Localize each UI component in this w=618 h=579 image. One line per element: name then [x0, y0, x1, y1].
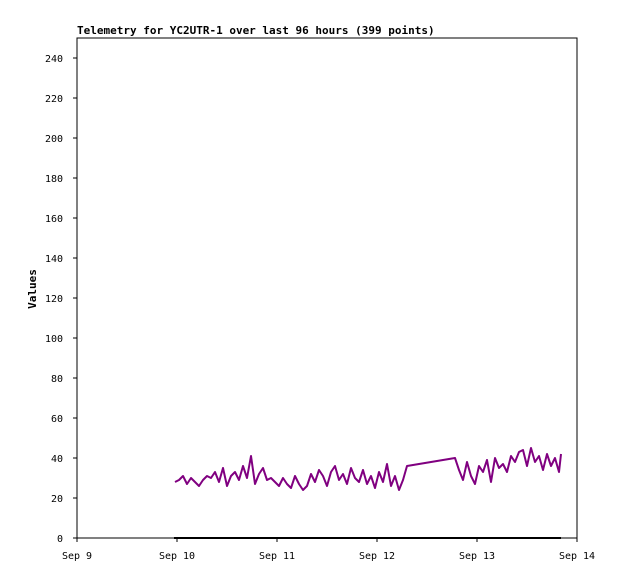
x-tick-label: Sep 10 — [159, 551, 195, 562]
y-tick-label: 20 — [51, 494, 63, 505]
y-axis: 0 20 40 60 80 100 120 140 160 180 200 220 240 — [45, 54, 77, 545]
x-tick-label: Sep 12 — [359, 551, 395, 562]
x-tick-label: Sep 14 — [559, 551, 595, 562]
x-tick-label: Sep 13 — [459, 551, 495, 562]
y-tick-label: 140 — [45, 254, 63, 265]
series-line-telemetry — [174, 447, 562, 491]
y-axis-label: Values — [26, 269, 39, 309]
plot-area — [174, 447, 562, 539]
y-tick-label: 240 — [45, 54, 63, 65]
y-tick-label: 160 — [45, 214, 63, 225]
y-tick-label: 0 — [57, 534, 63, 545]
y-tick-label: 120 — [45, 294, 63, 305]
y-tick-label: 80 — [51, 374, 63, 385]
y-tick-label: 40 — [51, 454, 63, 465]
x-axis: Sep 9 Sep 10 Sep 11 Sep 12 Sep 13 Sep 14 — [62, 538, 595, 562]
y-tick-label: 220 — [45, 94, 63, 105]
y-tick-label: 60 — [51, 414, 63, 425]
x-tick-label: Sep 11 — [259, 551, 295, 562]
y-tick-label: 180 — [45, 174, 63, 185]
plot-frame — [76, 37, 578, 539]
y-tick-label: 200 — [45, 134, 63, 145]
y-tick-label: 100 — [45, 334, 63, 345]
x-tick-label: Sep 9 — [62, 551, 92, 562]
chart-title: Telemetry for YC2UTR-1 over last 96 hour… — [77, 24, 435, 37]
